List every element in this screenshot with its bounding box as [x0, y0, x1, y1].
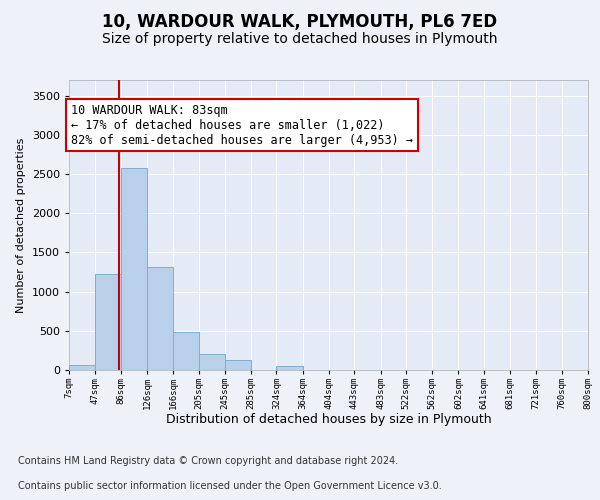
- Bar: [173, 332, 199, 370]
- Bar: [277, 366, 302, 370]
- Bar: [147, 268, 173, 370]
- Bar: [121, 168, 147, 370]
- Bar: [199, 354, 225, 370]
- Text: 10 WARDOUR WALK: 83sqm
← 17% of detached houses are smaller (1,022)
82% of semi-: 10 WARDOUR WALK: 83sqm ← 17% of detached…: [71, 104, 413, 146]
- Text: Size of property relative to detached houses in Plymouth: Size of property relative to detached ho…: [102, 32, 498, 46]
- Text: Contains HM Land Registry data © Crown copyright and database right 2024.: Contains HM Land Registry data © Crown c…: [18, 456, 398, 466]
- Text: Distribution of detached houses by size in Plymouth: Distribution of detached houses by size …: [166, 412, 491, 426]
- Text: Contains public sector information licensed under the Open Government Licence v3: Contains public sector information licen…: [18, 481, 442, 491]
- Bar: [95, 274, 121, 370]
- Bar: [69, 366, 95, 370]
- Bar: [225, 360, 251, 370]
- Text: 10, WARDOUR WALK, PLYMOUTH, PL6 7ED: 10, WARDOUR WALK, PLYMOUTH, PL6 7ED: [103, 12, 497, 30]
- Y-axis label: Number of detached properties: Number of detached properties: [16, 138, 26, 312]
